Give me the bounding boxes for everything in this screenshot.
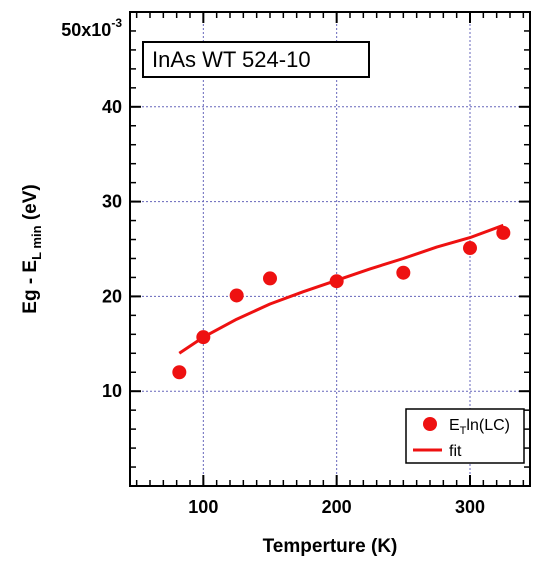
y-axis-title: Eg - EL min (eV): [20, 184, 44, 313]
data-point: [229, 288, 244, 303]
x-tick-label: 100: [188, 497, 218, 517]
data-point: [263, 271, 277, 286]
legend-marker-symbol: [423, 417, 437, 431]
annotation-box: InAs WT 524-10: [142, 41, 370, 78]
marker-series: [172, 225, 511, 380]
y-axis-title-post: (eV): [20, 184, 41, 225]
y-tick-label: 30: [102, 192, 122, 212]
data-point: [196, 330, 211, 345]
data-point: [496, 225, 511, 240]
fit-line: [178, 223, 504, 355]
y-scale-mantissa: 50x10: [61, 20, 111, 40]
y-tick-label: 20: [102, 286, 122, 306]
annotation-frame: [142, 41, 370, 78]
x-tick-label: 200: [322, 497, 352, 517]
data-point: [329, 274, 344, 289]
x-axis-title: Temperture (K): [263, 536, 398, 557]
y-axis-title-sub: L min: [29, 225, 44, 259]
y-scale-exponent: -3: [111, 16, 122, 30]
legend: ETln(LC) fit: [405, 408, 525, 464]
legend-label-markers-post: ln(LC): [466, 417, 510, 434]
legend-label-markers-sub: T: [460, 425, 467, 437]
plot-frame: [129, 11, 531, 487]
legend-frame: [405, 408, 525, 464]
fit-series: [178, 223, 504, 355]
data-point: [172, 365, 187, 380]
legend-label-fit: fit: [449, 443, 462, 460]
y-tick-label: 10: [102, 381, 122, 401]
legend-label-markers: ETln(LC): [449, 417, 510, 437]
x-tick-label: 300: [455, 497, 485, 517]
annotation-text: InAs WT 524-10: [152, 47, 311, 72]
data-point: [463, 241, 477, 256]
major-ticks: [130, 11, 530, 486]
y-tick-label: 40: [102, 97, 122, 117]
y-axis-title-pre: Eg - E: [20, 260, 41, 314]
legend-label-markers-pre: E: [449, 417, 460, 434]
y-scale-label: 50x10-3: [61, 16, 122, 40]
data-point: [396, 265, 411, 280]
tick-labels: 100 200 300 10 20 30 40: [102, 97, 485, 517]
